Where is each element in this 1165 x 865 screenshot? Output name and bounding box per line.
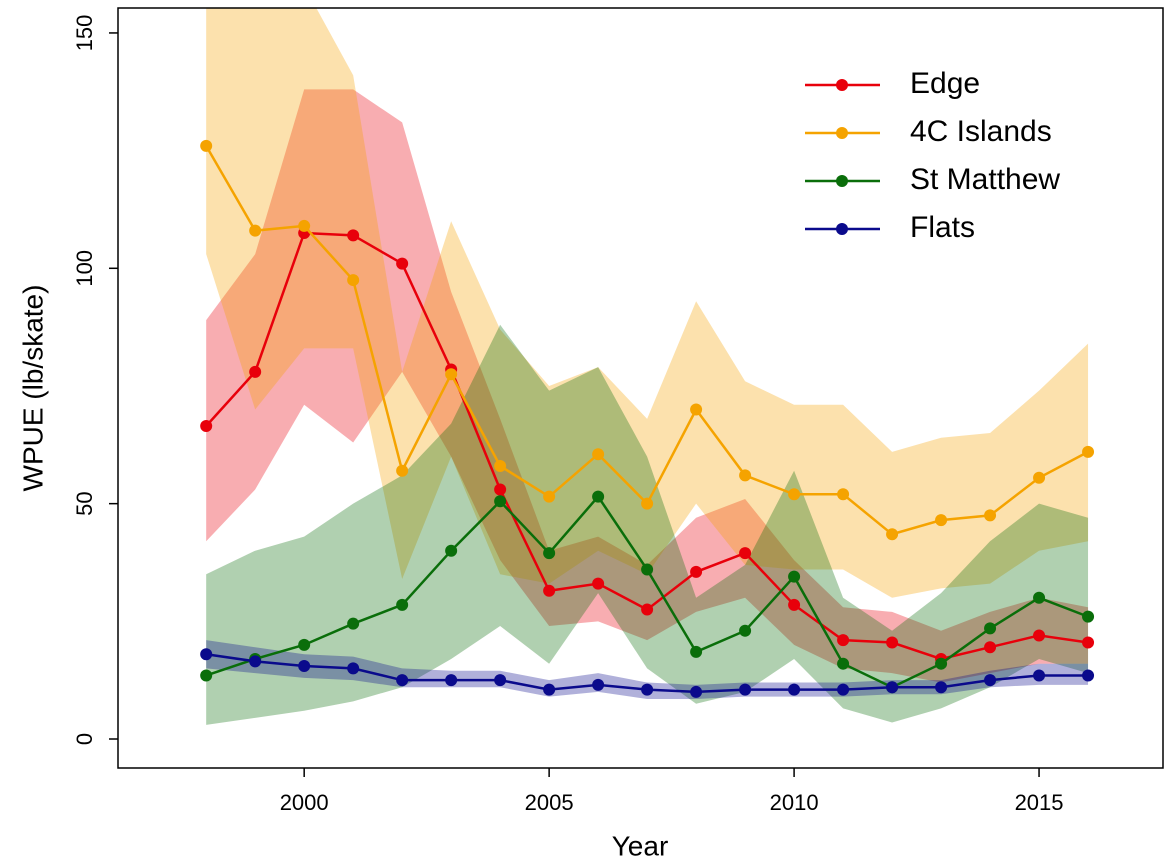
point bbox=[837, 657, 850, 670]
point bbox=[984, 622, 997, 635]
legend-label: Flats bbox=[910, 211, 975, 244]
y-tick-label: 0 bbox=[72, 733, 97, 745]
point bbox=[200, 139, 213, 152]
point bbox=[396, 674, 409, 687]
point bbox=[592, 448, 605, 461]
point bbox=[494, 674, 507, 687]
point bbox=[200, 648, 213, 661]
point bbox=[249, 224, 262, 237]
point bbox=[592, 490, 605, 503]
point bbox=[1082, 636, 1095, 649]
point bbox=[788, 598, 801, 611]
x-tick-label: 2005 bbox=[525, 790, 574, 815]
confidence-band bbox=[206, 8, 1089, 598]
point bbox=[445, 368, 458, 381]
y-tick-label: 50 bbox=[72, 491, 97, 515]
point bbox=[788, 570, 801, 583]
x-axis-title: Year bbox=[612, 830, 669, 861]
point bbox=[494, 483, 507, 496]
point bbox=[494, 495, 507, 508]
x-tick-label: 2015 bbox=[1015, 790, 1064, 815]
point bbox=[886, 681, 899, 694]
point bbox=[984, 674, 997, 687]
point bbox=[1033, 669, 1046, 682]
point bbox=[935, 681, 948, 694]
point bbox=[886, 636, 899, 649]
point bbox=[935, 657, 948, 670]
point bbox=[641, 603, 654, 616]
point bbox=[837, 488, 850, 501]
point bbox=[984, 509, 997, 522]
lines bbox=[200, 139, 1095, 698]
point bbox=[837, 634, 850, 647]
point bbox=[984, 641, 997, 654]
point bbox=[641, 497, 654, 510]
legend-marker bbox=[836, 175, 848, 187]
point bbox=[543, 490, 556, 503]
confidence-band bbox=[206, 640, 1089, 699]
legend-marker bbox=[836, 127, 848, 139]
point bbox=[396, 257, 409, 270]
x-tick-label: 2000 bbox=[280, 790, 329, 815]
point bbox=[200, 419, 213, 432]
point bbox=[249, 365, 262, 378]
point bbox=[347, 617, 360, 630]
point bbox=[445, 544, 458, 557]
point bbox=[592, 577, 605, 590]
point bbox=[788, 683, 801, 696]
legend-marker bbox=[836, 223, 848, 235]
point bbox=[298, 219, 311, 232]
legend-label: Edge bbox=[910, 67, 980, 100]
point bbox=[690, 565, 703, 578]
point bbox=[1033, 471, 1046, 484]
point bbox=[347, 662, 360, 675]
point bbox=[592, 678, 605, 691]
point bbox=[739, 683, 752, 696]
y-tick-label: 150 bbox=[72, 15, 97, 52]
point bbox=[1082, 610, 1095, 623]
point bbox=[739, 624, 752, 637]
point bbox=[347, 274, 360, 287]
point bbox=[494, 459, 507, 472]
point bbox=[690, 685, 703, 698]
point bbox=[690, 645, 703, 658]
confidence-band bbox=[206, 324, 1089, 725]
point bbox=[1033, 629, 1046, 642]
point bbox=[543, 547, 556, 560]
point bbox=[543, 584, 556, 597]
point bbox=[298, 638, 311, 651]
point bbox=[347, 229, 360, 242]
point bbox=[543, 683, 556, 696]
y-axis-title: WPUE (lb/skate) bbox=[17, 285, 48, 492]
point bbox=[1082, 669, 1095, 682]
point bbox=[249, 655, 262, 668]
legend-marker bbox=[836, 79, 848, 91]
legend-label: 4C Islands bbox=[910, 115, 1052, 148]
point bbox=[690, 403, 703, 416]
point bbox=[935, 514, 948, 527]
point bbox=[788, 488, 801, 501]
point bbox=[445, 674, 458, 687]
legend-label: St Matthew bbox=[910, 163, 1060, 196]
point bbox=[298, 660, 311, 673]
point bbox=[641, 683, 654, 696]
point bbox=[886, 528, 899, 541]
point bbox=[837, 683, 850, 696]
bands bbox=[206, 8, 1089, 725]
plot-frame bbox=[117, 7, 1164, 769]
point bbox=[200, 669, 213, 682]
point bbox=[1033, 591, 1046, 604]
confidence-band bbox=[206, 89, 1089, 683]
point bbox=[739, 547, 752, 560]
y-tick-label: 100 bbox=[72, 250, 97, 287]
point bbox=[641, 563, 654, 576]
x-tick-label: 2010 bbox=[770, 790, 819, 815]
point bbox=[739, 469, 752, 482]
point bbox=[396, 598, 409, 611]
point bbox=[396, 464, 409, 477]
point bbox=[1082, 445, 1095, 458]
